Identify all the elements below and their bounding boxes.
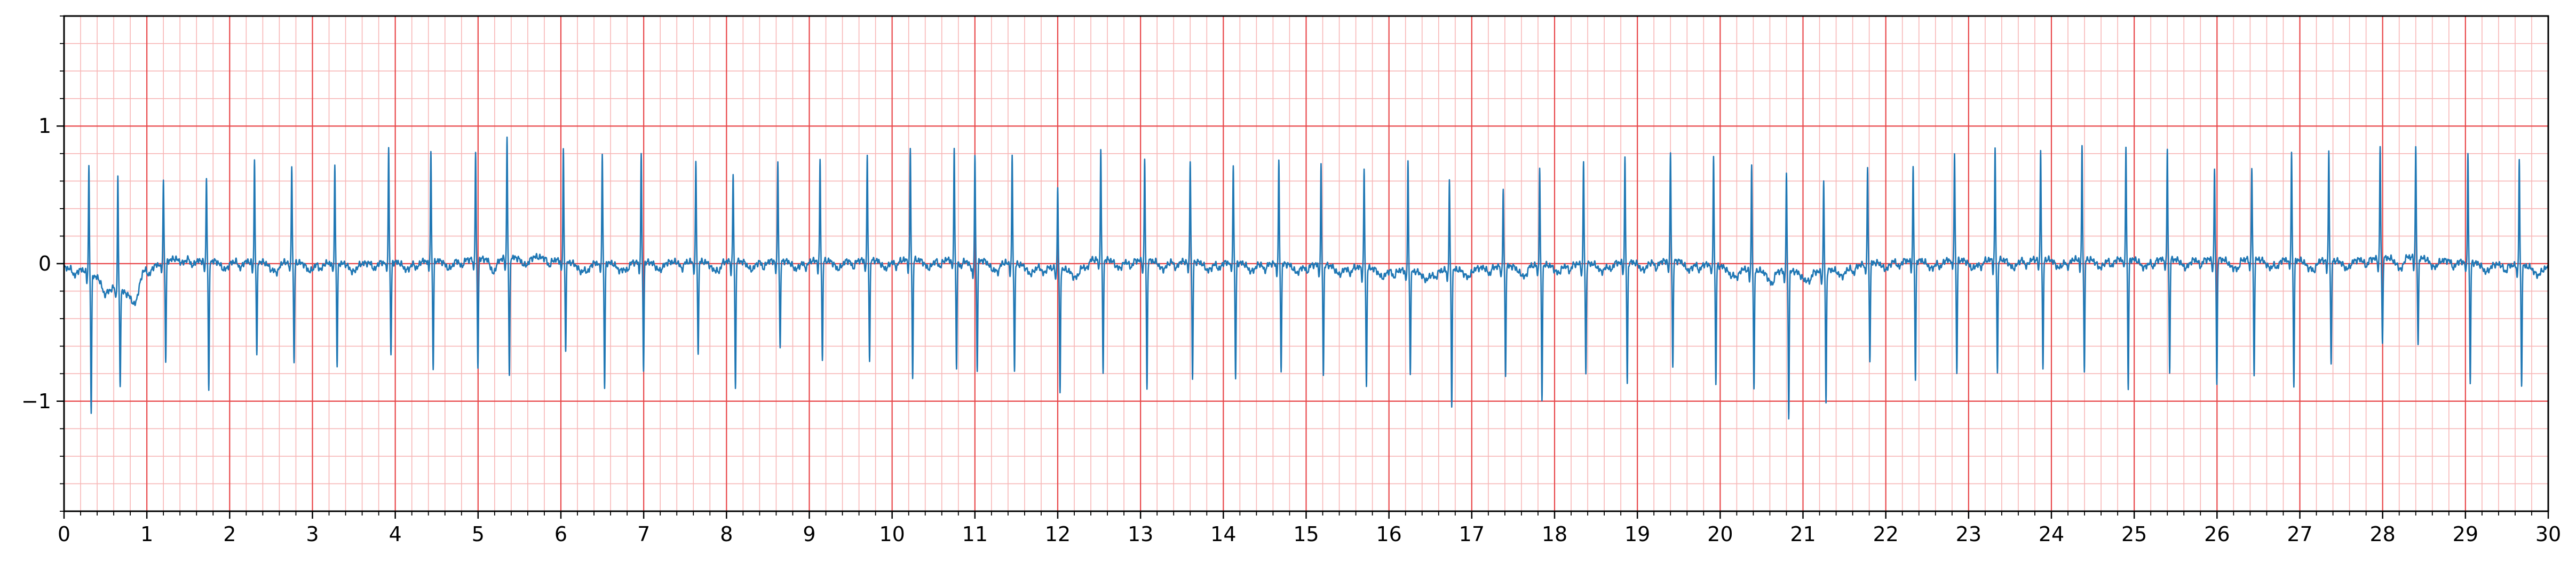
x-tick-label: 17	[1459, 522, 1485, 546]
x-tick-label: 27	[2287, 522, 2312, 546]
x-tick-label: 2	[223, 522, 236, 546]
x-tick-label: 20	[1707, 522, 1733, 546]
x-tick-label: 15	[1293, 522, 1319, 546]
y-axis: −1 0 1	[21, 15, 64, 512]
x-tick-label: 18	[1542, 522, 1567, 546]
x-tick-label: 23	[1956, 522, 1981, 546]
x-tick-label: 26	[2204, 522, 2230, 546]
x-tick-label: 13	[1128, 522, 1153, 546]
x-tick-label: 12	[1045, 522, 1071, 546]
x-tick-label: 21	[1790, 522, 1816, 546]
plot-area	[63, 15, 2549, 512]
x-tick-label: 19	[1624, 522, 1650, 546]
x-tick-label: 30	[2535, 522, 2561, 546]
x-tick-label: 10	[879, 522, 905, 546]
x-tick-label: 1	[140, 522, 153, 546]
x-tick-label: 14	[1210, 522, 1236, 546]
x-tick-label: 8	[720, 522, 733, 546]
x-tick-label: 0	[58, 522, 70, 546]
x-tick-label: 25	[2121, 522, 2147, 546]
x-tick-label: 11	[962, 522, 988, 546]
x-tick-label: 7	[637, 522, 650, 546]
y-tick-label: −1	[21, 390, 51, 413]
x-tick-label: 4	[389, 522, 402, 546]
x-axis: 0 1 2 3 4 5 6 7 8 9 10 11 12 13 14 15 16 17 18 19 20 21 22 23 24…	[58, 511, 2561, 546]
x-tick-label: 29	[2453, 522, 2478, 546]
trace-layer	[63, 136, 2549, 420]
x-tick-label: 16	[1376, 522, 1401, 546]
x-tick-label: 3	[306, 522, 319, 546]
y-tick-label: 0	[38, 252, 51, 275]
x-tick-label: 22	[1873, 522, 1898, 546]
x-tick-label: 6	[554, 522, 567, 546]
y-tick-label: 1	[38, 114, 51, 138]
x-tick-label: 5	[472, 522, 485, 546]
x-tick-label: 28	[2369, 522, 2395, 546]
x-tick-label: 24	[2039, 522, 2064, 546]
x-tick-label: 9	[803, 522, 815, 546]
ecg-trace-line	[63, 136, 2549, 420]
